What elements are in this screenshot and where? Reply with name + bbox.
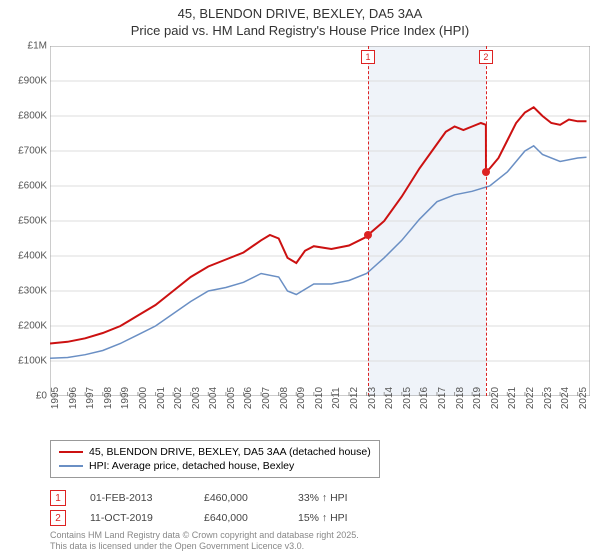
x-tick: 2005: [226, 387, 237, 409]
y-tick: £900K: [5, 75, 47, 86]
y-tick: £100K: [5, 355, 47, 366]
marker-diff-1: 33% ↑ HPI: [298, 492, 388, 504]
y-tick: £200K: [5, 320, 47, 331]
legend-swatch-hpi: [59, 465, 83, 467]
x-tick: 1997: [85, 387, 96, 409]
marker-price-1: £460,000: [204, 492, 274, 504]
marker-diff-2: 15% ↑ HPI: [298, 512, 388, 524]
marker-flag-2: 2: [479, 50, 493, 64]
legend-label-subject: 45, BLENDON DRIVE, BEXLEY, DA5 3AA (deta…: [89, 446, 371, 458]
marker-badge-1: 1: [50, 490, 66, 506]
x-tick: 2008: [279, 387, 290, 409]
x-tick: 2011: [331, 387, 342, 409]
y-tick: £800K: [5, 110, 47, 121]
legend-row-hpi: HPI: Average price, detached house, Bexl…: [59, 459, 371, 473]
x-tick: 2025: [578, 387, 589, 409]
x-axis: 1995199619971998199920002001200220032004…: [50, 394, 590, 434]
x-tick: 2017: [437, 387, 448, 409]
series-subject: [50, 107, 587, 343]
chart-area: £0£100K£200K£300K£400K£500K£600K£700K£80…: [50, 46, 590, 396]
legend-row-subject: 45, BLENDON DRIVE, BEXLEY, DA5 3AA (deta…: [59, 445, 371, 459]
title-block: 45, BLENDON DRIVE, BEXLEY, DA5 3AA Price…: [0, 0, 600, 42]
y-axis: £0£100K£200K£300K£400K£500K£600K£700K£80…: [5, 46, 47, 396]
y-tick: £0: [5, 390, 47, 401]
x-tick: 2000: [138, 387, 149, 409]
x-tick: 2016: [419, 387, 430, 409]
x-tick: 2022: [525, 387, 536, 409]
x-tick: 2024: [560, 387, 571, 409]
marker-detail-rows: 1 01-FEB-2013 £460,000 33% ↑ HPI 2 11-OC…: [50, 488, 388, 528]
y-tick: £500K: [5, 215, 47, 226]
x-tick: 1996: [68, 387, 79, 409]
x-tick: 2013: [367, 387, 378, 409]
marker-dot-2: [482, 168, 490, 176]
x-tick: 2012: [349, 387, 360, 409]
x-tick: 2001: [156, 387, 167, 409]
marker-line-2: [486, 46, 487, 396]
marker-flag-1: 1: [361, 50, 375, 64]
y-tick: £700K: [5, 145, 47, 156]
x-tick: 2006: [243, 387, 254, 409]
x-tick: 2020: [490, 387, 501, 409]
y-tick: £1M: [5, 40, 47, 51]
x-tick: 2014: [384, 387, 395, 409]
x-tick: 2021: [507, 387, 518, 409]
footer-line2: This data is licensed under the Open Gov…: [50, 541, 359, 552]
plot-area: 12: [50, 46, 590, 396]
x-tick: 1995: [50, 387, 61, 409]
marker-row-2: 2 11-OCT-2019 £640,000 15% ↑ HPI: [50, 508, 388, 528]
marker-price-2: £640,000: [204, 512, 274, 524]
x-tick: 2010: [314, 387, 325, 409]
legend: 45, BLENDON DRIVE, BEXLEY, DA5 3AA (deta…: [50, 440, 380, 478]
x-tick: 2009: [296, 387, 307, 409]
x-tick: 2023: [543, 387, 554, 409]
x-tick: 2015: [402, 387, 413, 409]
legend-swatch-subject: [59, 451, 83, 453]
y-tick: £300K: [5, 285, 47, 296]
y-tick: £600K: [5, 180, 47, 191]
footer-line1: Contains HM Land Registry data © Crown c…: [50, 530, 359, 541]
title-subtitle: Price paid vs. HM Land Registry's House …: [0, 23, 600, 40]
marker-date-1: 01-FEB-2013: [90, 492, 180, 504]
footer: Contains HM Land Registry data © Crown c…: [50, 530, 359, 552]
title-address: 45, BLENDON DRIVE, BEXLEY, DA5 3AA: [0, 6, 600, 23]
marker-badge-2: 2: [50, 510, 66, 526]
x-tick: 2019: [472, 387, 483, 409]
x-tick: 2004: [208, 387, 219, 409]
marker-line-1: [368, 46, 369, 396]
marker-dot-1: [364, 231, 372, 239]
grid-svg: [50, 46, 590, 396]
x-tick: 2018: [455, 387, 466, 409]
x-tick: 2007: [261, 387, 272, 409]
x-tick: 1999: [120, 387, 131, 409]
marker-row-1: 1 01-FEB-2013 £460,000 33% ↑ HPI: [50, 488, 388, 508]
marker-date-2: 11-OCT-2019: [90, 512, 180, 524]
x-tick: 2003: [191, 387, 202, 409]
x-tick: 2002: [173, 387, 184, 409]
x-tick: 1998: [103, 387, 114, 409]
y-tick: £400K: [5, 250, 47, 261]
legend-label-hpi: HPI: Average price, detached house, Bexl…: [89, 460, 294, 472]
chart-container: 45, BLENDON DRIVE, BEXLEY, DA5 3AA Price…: [0, 0, 600, 560]
